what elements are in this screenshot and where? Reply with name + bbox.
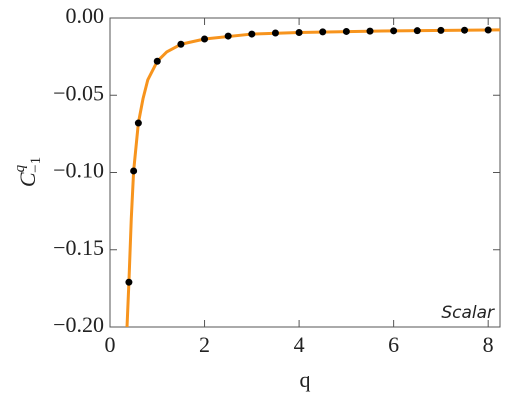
y-tick-label: 0.00 (66, 3, 105, 28)
x-tick-label: 0 (105, 332, 116, 357)
y-tick-label: −0.10 (53, 158, 104, 183)
y-tick-label: −0.05 (53, 80, 104, 105)
data-point (153, 57, 161, 65)
data-point (271, 29, 279, 37)
y-label-base: C (15, 172, 40, 187)
data-point (224, 32, 232, 40)
y-label-sup: q (12, 164, 28, 172)
x-tick-label: 4 (294, 332, 305, 357)
data-point (342, 27, 350, 35)
data-point (130, 167, 138, 175)
data-point (484, 26, 492, 34)
data-point (319, 28, 327, 36)
data-point (134, 119, 142, 127)
data-point (295, 29, 303, 37)
x-tick-label: 6 (388, 332, 399, 357)
y-tick-label: −0.15 (53, 235, 104, 260)
x-tick-label: 2 (199, 332, 210, 357)
data-point (125, 278, 133, 286)
plot-area (125, 26, 500, 327)
data-point (177, 40, 185, 48)
x-axis-label: q (300, 367, 311, 392)
annotation: Scalar (441, 303, 495, 323)
data-point (461, 26, 469, 34)
data-point (248, 30, 256, 38)
y-label-sub: −1 (28, 157, 44, 173)
data-point (390, 27, 398, 35)
curve (125, 28, 500, 327)
data-point (366, 27, 374, 35)
data-point (413, 27, 421, 35)
data-point (201, 35, 209, 43)
data-point (437, 26, 445, 34)
x-tick-label: 8 (483, 332, 494, 357)
y-tick-label: −0.20 (53, 312, 104, 337)
plot-frame (109, 17, 501, 328)
y-axis-label: Cq−1 (12, 157, 44, 187)
